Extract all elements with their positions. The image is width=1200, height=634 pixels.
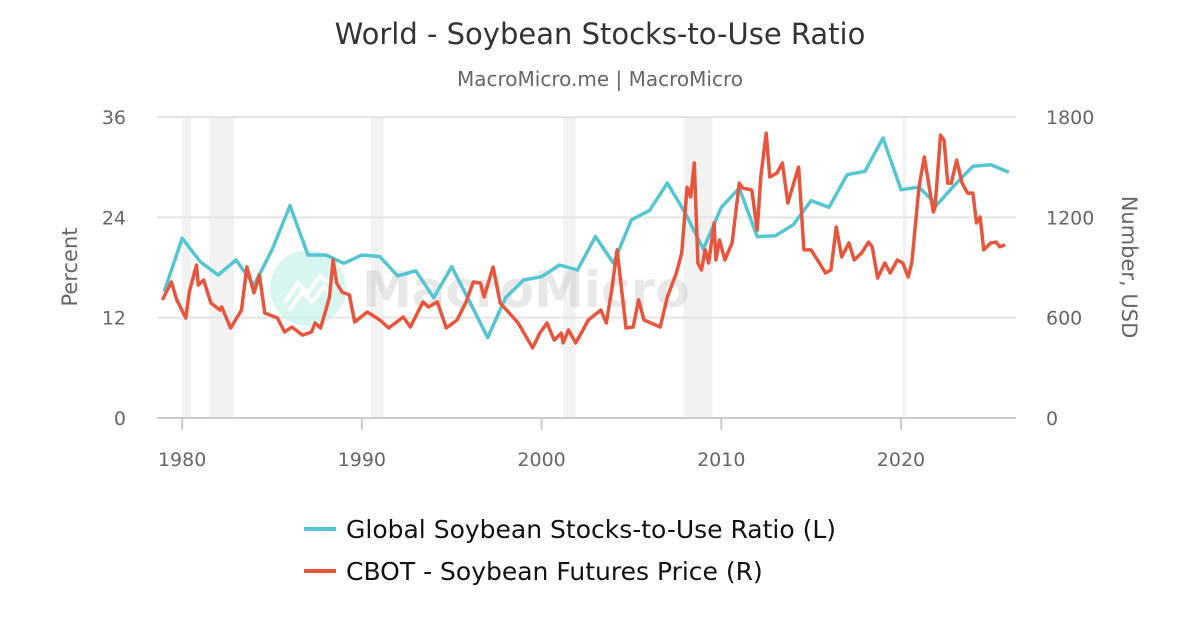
legend-label-cbot-price: CBOT - Soybean Futures Price (R) [346,557,763,586]
legend-item-stocks-to-use[interactable]: Global Soybean Stocks-to-Use Ratio (L) [304,515,836,544]
axes: 0 12 24 36 0 600 1200 1800 1980 1990 2000 2010 2020 [102,107,1095,471]
y-right-tick-label: 600 [1046,308,1082,330]
recession-band [683,117,713,418]
recession-band [370,117,384,418]
legend: Global Soybean Stocks-to-Use Ratio (L) C… [304,515,836,586]
x-tick-label: 2010 [697,449,745,471]
y-left-tick-label: 36 [102,107,126,129]
x-tick-label: 2000 [517,449,565,471]
series-lines [160,131,1010,350]
chart-title: World - Soybean Stocks-to-Use Ratio [335,17,866,51]
series-line-cbot-price [160,131,1006,350]
series-line-stocks-to-use [162,136,1010,340]
y-left-tick-label: 12 [102,308,126,330]
y-right-tick-label: 1200 [1046,207,1094,229]
recession-band [182,117,192,418]
y-left-tick-label: 0 [114,408,126,430]
x-tick-label: 1990 [338,449,386,471]
y-right-tick-label: 0 [1046,408,1058,430]
x-tick-label: 2020 [877,449,925,471]
watermark-logo-mark [282,273,334,313]
recession-band [209,117,235,418]
chart-subtitle: MacroMicro.me | MacroMicro [457,67,743,91]
y-right-tick-label: 1800 [1046,107,1094,129]
y-left-label: Percent [58,227,82,306]
x-tick-label: 1980 [158,449,206,471]
legend-item-cbot-price[interactable]: CBOT - Soybean Futures Price (R) [304,557,763,586]
y-right-label: Number, USD [1117,196,1141,339]
legend-label-stocks-to-use: Global Soybean Stocks-to-Use Ratio (L) [346,515,836,544]
y-left-tick-label: 24 [102,207,126,229]
